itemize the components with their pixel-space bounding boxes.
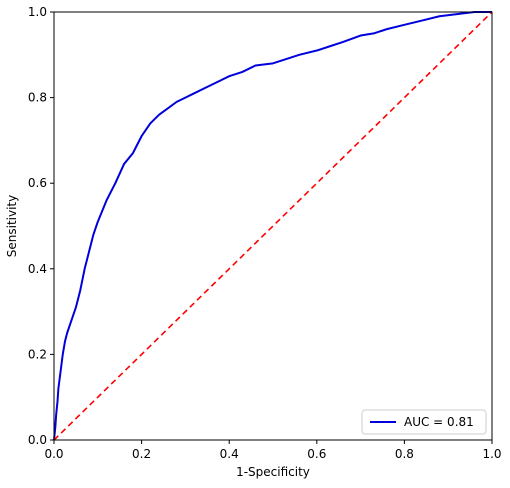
x-tick-label: 0.2 bbox=[132, 447, 151, 461]
y-axis-title: Sensitivity bbox=[5, 195, 19, 257]
legend-label: AUC = 0.81 bbox=[404, 415, 474, 429]
roc-curve-line bbox=[53, 11, 492, 441]
x-axis-title: 1-Specificity bbox=[236, 465, 310, 479]
y-tick-label: 0.4 bbox=[28, 262, 47, 276]
y-tick-label: 0.8 bbox=[28, 91, 47, 105]
x-tick-label: 0.6 bbox=[307, 447, 326, 461]
x-tick-label: 0.4 bbox=[220, 447, 239, 461]
plot-frame bbox=[53, 11, 493, 441]
y-tick-label: 0.0 bbox=[28, 433, 47, 447]
legend-box bbox=[361, 409, 487, 435]
y-tick-label: 0.6 bbox=[28, 176, 47, 190]
x-tick-label: 0.0 bbox=[44, 447, 63, 461]
y-tick-label: 0.2 bbox=[28, 347, 47, 361]
legend: AUC = 0.81 bbox=[361, 409, 487, 435]
x-tick-label: 1.0 bbox=[482, 447, 501, 461]
x-tick-label: 0.8 bbox=[395, 447, 414, 461]
y-tick-label: 1.0 bbox=[28, 5, 47, 19]
ticks-layer: 0.0 0.2 0.4 0.6 0.8 1.0 0.0 0.2 0.4 0.6 0.8 1.0 bbox=[28, 5, 502, 461]
plot-layer bbox=[53, 11, 493, 441]
chance-diagonal-line bbox=[53, 11, 493, 441]
